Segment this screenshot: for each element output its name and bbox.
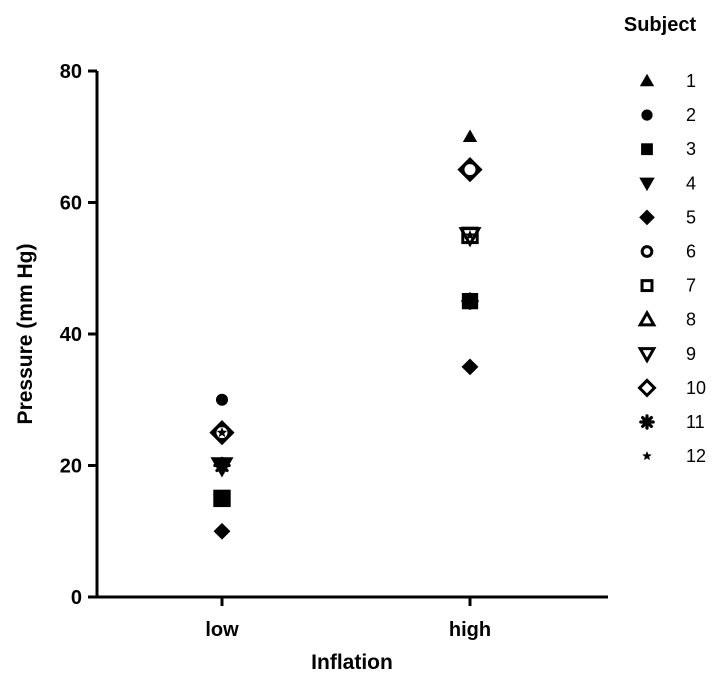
data-point	[213, 522, 231, 540]
data-point	[213, 490, 231, 507]
legend-label: 1	[686, 71, 696, 91]
legend-marker	[640, 245, 654, 258]
axes	[95, 71, 608, 599]
legend-marker	[641, 143, 653, 156]
x-tick-label: low	[205, 619, 239, 641]
y-tick-label: 0	[71, 587, 82, 609]
legend-label: 6	[686, 242, 696, 262]
data-point	[213, 424, 231, 442]
legend-marker	[639, 414, 655, 430]
y-tick-label: 20	[60, 456, 82, 478]
legend-label: 3	[686, 139, 696, 159]
data-point	[462, 129, 478, 142]
legend-marker	[640, 279, 654, 293]
data-point	[461, 292, 479, 310]
x-axis-title: Inflation	[311, 651, 393, 674]
legend-marker	[637, 309, 657, 327]
data-point	[461, 161, 479, 179]
y-ticks: 0 20 40 60 80	[60, 61, 97, 609]
y-tick-label: 40	[60, 324, 82, 346]
legend-marker	[641, 109, 653, 121]
legend-label: 12	[686, 446, 706, 466]
data-points	[209, 129, 483, 540]
x-ticks: low high	[205, 597, 491, 641]
legend-label: 5	[686, 207, 696, 227]
data-point	[213, 456, 231, 475]
data-point	[209, 420, 235, 446]
legend-label: 8	[686, 310, 696, 330]
legend-label: 7	[686, 276, 696, 296]
legend-marker	[637, 378, 657, 398]
y-axis-title: Pressure (mm Hg)	[14, 244, 37, 425]
legend-label: 4	[686, 173, 696, 193]
legend-label: 10	[686, 378, 706, 398]
data-point	[213, 489, 231, 508]
y-tick-label: 80	[60, 61, 82, 83]
legend-title: Subject	[624, 14, 697, 36]
x-tick-label: high	[449, 619, 491, 641]
legend-marker	[639, 73, 655, 87]
legend-marker	[639, 209, 655, 226]
data-point	[461, 358, 479, 376]
data-point	[216, 426, 228, 438]
data-point	[458, 227, 482, 248]
legend-marker	[637, 347, 657, 364]
legend-label: 2	[686, 105, 696, 125]
legend-label: 9	[686, 344, 696, 364]
data-point	[457, 157, 483, 183]
legend-marker	[642, 450, 652, 461]
legend-marker	[639, 177, 655, 192]
y-tick-label: 60	[60, 193, 82, 215]
legend-label: 11	[686, 412, 705, 432]
data-point	[215, 393, 229, 406]
data-point	[464, 229, 476, 240]
